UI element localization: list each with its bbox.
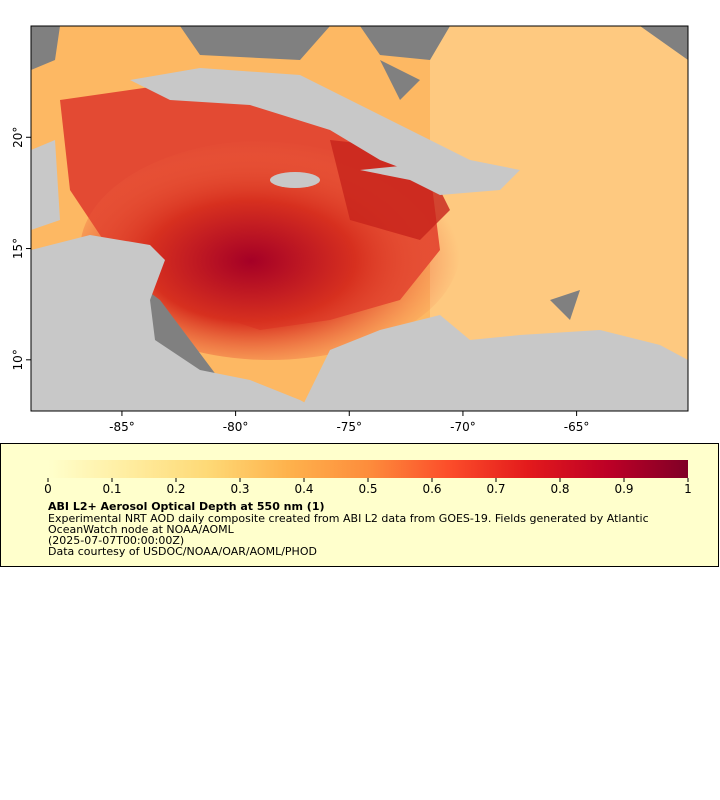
legend-line: (2025-07-07T00:00:00Z) — [48, 534, 184, 547]
colorbar-tick-label: 0 — [44, 482, 52, 496]
colorbar-tick-label: 0.6 — [422, 482, 441, 496]
x-tick-label: -75° — [336, 420, 362, 434]
colorbar-tick-label: 0.4 — [294, 482, 313, 496]
colorbar — [48, 460, 688, 478]
x-tick-label: -80° — [223, 420, 249, 434]
colorbar-tick-label: 0.2 — [166, 482, 185, 496]
y-tick-label: 20° — [11, 127, 25, 148]
legend-line: OceanWatch node at NOAA/AOML — [48, 523, 235, 536]
colorbar-tick-label: 0.1 — [102, 482, 121, 496]
colorbar-tick-label: 0.9 — [614, 482, 633, 496]
y-tick-label: 15° — [11, 238, 25, 259]
legend-line: Experimental NRT AOD daily composite cre… — [48, 512, 649, 525]
map-image — [31, 26, 688, 411]
colorbar-tick-label: 1 — [684, 482, 692, 496]
map-frame — [30, 25, 689, 412]
y-tick-label: 10° — [11, 349, 25, 370]
colorbar-tick-label: 0.3 — [230, 482, 249, 496]
x-tick-label: -85° — [109, 420, 135, 434]
colorbar-tick-label: 0.7 — [486, 482, 505, 496]
colorbar-tick-label: 0.8 — [550, 482, 569, 496]
x-tick-label: -65° — [564, 420, 590, 434]
legend-title: ABI L2+ Aerosol Optical Depth at 550 nm … — [48, 500, 325, 513]
x-tick-label: -70° — [450, 420, 476, 434]
legend-lines: Experimental NRT AOD daily composite cre… — [48, 512, 649, 558]
colorbar-tick-label: 0.5 — [358, 482, 377, 496]
legend-line: Data courtesy of USDOC/NOAA/OAR/AOML/PHO… — [48, 545, 317, 558]
colorbar-ticks: 0 0.1 0.2 0.3 0.4 0.5 0.6 0.7 0.8 0.9 1 — [44, 478, 692, 496]
axes: -85° -80° -75° -70° -65° 10° 15° 20° — [11, 127, 589, 434]
